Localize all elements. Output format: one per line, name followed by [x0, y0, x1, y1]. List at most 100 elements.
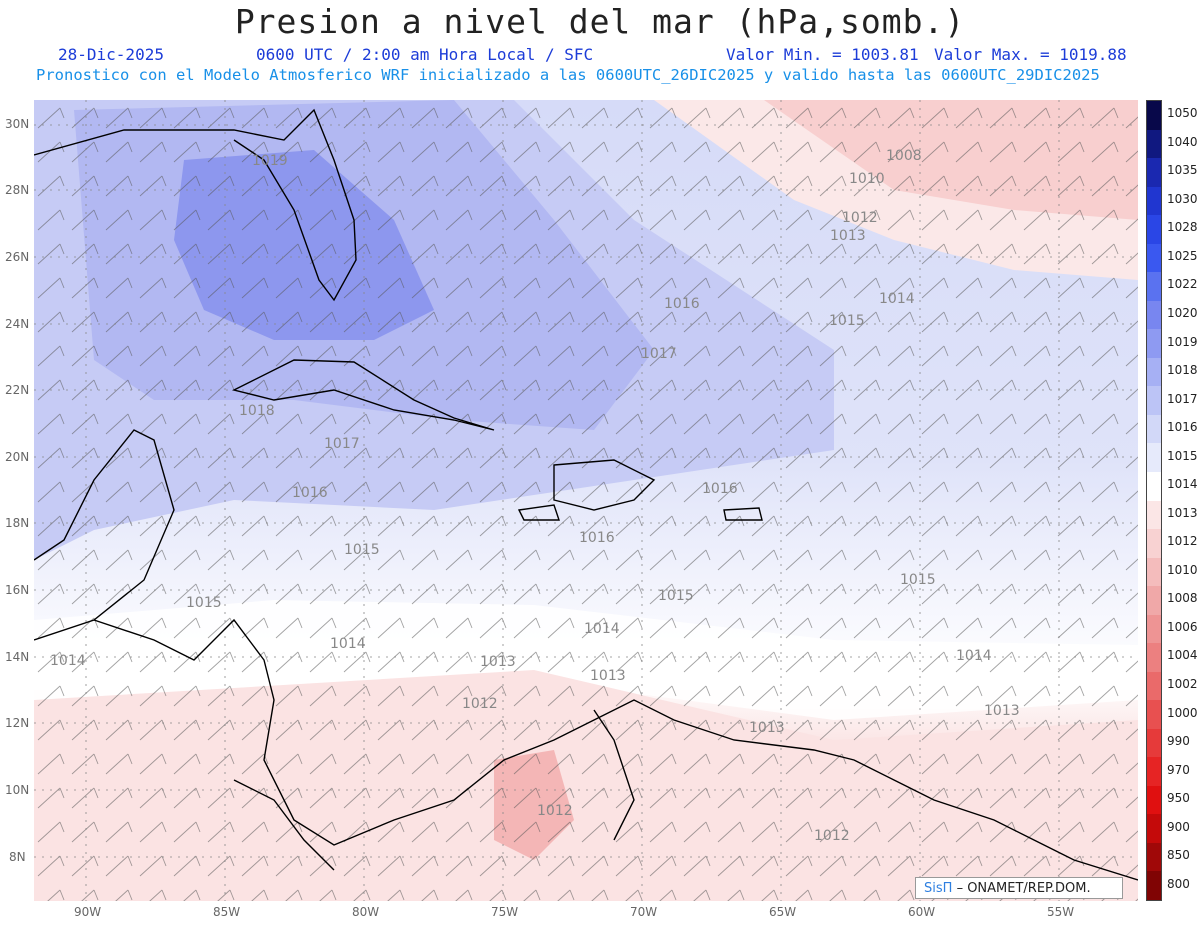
contour-label: 1016 — [702, 481, 738, 497]
colorbar-label: 1025 — [1167, 248, 1198, 263]
colorbar-segment — [1147, 614, 1161, 644]
contour-label: 1013 — [590, 668, 626, 684]
colorbar-label: 1028 — [1167, 220, 1198, 235]
colorbar-segment — [1147, 500, 1161, 530]
lon-label: 70W — [630, 905, 658, 919]
colorbar-label: 1002 — [1167, 676, 1198, 691]
contour-label: 1014 — [879, 291, 915, 307]
colorbar-label: 1000 — [1167, 705, 1198, 720]
colorbar-segment — [1147, 871, 1161, 901]
map-svg: 1008 1010 1012 1013 1014 1015 1016 1017 … — [34, 100, 1138, 901]
hispaniola-coast — [553, 459, 656, 511]
contour-label: 1015 — [344, 542, 380, 558]
min-value: Valor Min. = 1003.81 — [726, 45, 919, 64]
colorbar-segment — [1147, 700, 1161, 730]
contour-label: 1010 — [849, 171, 885, 187]
lon-label: 80W — [352, 905, 380, 919]
contour-label: 1008 — [886, 148, 922, 164]
colorbar-segment — [1147, 529, 1161, 559]
contour-label: 1015 — [658, 588, 694, 604]
colorbar-label: 1022 — [1167, 277, 1198, 292]
contour-label: 1014 — [50, 653, 86, 669]
contour-label: 1015 — [186, 595, 222, 611]
colorbar-segment — [1147, 586, 1161, 616]
colorbar-segment — [1147, 643, 1161, 673]
colorbar-segment — [1147, 101, 1161, 131]
colorbar-label: 1006 — [1167, 619, 1198, 634]
lat-label: 12N — [5, 716, 30, 730]
contour-label: 1013 — [830, 228, 866, 244]
coastlines — [34, 108, 1138, 881]
contour-label: 1012 — [814, 828, 850, 844]
lat-label: 22N — [5, 383, 30, 397]
lat-label: 10N — [5, 783, 30, 797]
colorbar-label: 990 — [1167, 734, 1190, 749]
colorbar-label: 1018 — [1167, 363, 1198, 378]
colorbar-segment — [1147, 443, 1161, 473]
contour-label: 1014 — [584, 621, 620, 637]
colorbar-segment — [1147, 186, 1161, 216]
lon-label: 60W — [908, 905, 936, 919]
contour-label: 1017 — [641, 346, 677, 362]
colorbar-segment — [1147, 471, 1161, 501]
contour-label: 1014 — [956, 648, 992, 664]
colorbar-label: 1040 — [1167, 134, 1198, 149]
lat-label: 26N — [5, 250, 30, 264]
credit-box: SisΠ – ONAMET/REP.DOM. — [915, 877, 1123, 899]
chart-title: Presion a nivel del mar (hPa,somb.) — [234, 2, 966, 41]
colorbar-label: 1012 — [1167, 534, 1198, 549]
lon-label: 90W — [74, 905, 102, 919]
contour-label: 1013 — [984, 703, 1020, 719]
contour-label: 1016 — [579, 530, 615, 546]
colorbar-segment — [1147, 215, 1161, 245]
colorbar-segment — [1147, 329, 1161, 359]
colorbar-segment — [1147, 728, 1161, 758]
contour-label: 1012 — [537, 803, 573, 819]
colorbar-segment — [1147, 842, 1161, 872]
cuba-coast — [231, 359, 495, 431]
contour-label: 1017 — [324, 436, 360, 452]
colorbar-segment — [1147, 785, 1161, 815]
lat-label: 30N — [5, 117, 30, 131]
colorbar-label: 1015 — [1167, 448, 1198, 463]
colorbar-label: 1004 — [1167, 648, 1198, 663]
colorbar-segment — [1147, 757, 1161, 787]
colorbar-label: 1016 — [1167, 420, 1198, 435]
contour-label: 1012 — [462, 696, 498, 712]
lat-label: 28N — [5, 183, 30, 197]
contour-label: 1019 — [252, 153, 288, 169]
colorbar-label: 1030 — [1167, 191, 1198, 206]
lat-label: 8N — [9, 850, 26, 864]
florida-gulf-coast — [34, 108, 357, 302]
jamaica-coast — [517, 504, 560, 521]
lon-label: 65W — [769, 905, 797, 919]
colorbar-segment — [1147, 158, 1161, 188]
colorbar-label: 1017 — [1167, 391, 1198, 406]
lon-label: 85W — [213, 905, 241, 919]
time-info: 0600 UTC / 2:00 am Hora Local / SFC — [256, 45, 594, 64]
contour-label: 1015 — [900, 572, 936, 588]
contour-label: 1015 — [829, 313, 865, 329]
costa-rica-coast — [233, 779, 335, 871]
credit-org: – ONAMET/REP.DOM. — [956, 881, 1091, 896]
contour-label: 1016 — [292, 485, 328, 501]
colorbar-segment — [1147, 357, 1161, 387]
lat-label: 18N — [5, 516, 30, 530]
colorbar-segment — [1147, 272, 1161, 302]
colorbar-label: 1008 — [1167, 591, 1198, 606]
puerto-rico-coast — [723, 507, 763, 521]
lon-label: 55W — [1047, 905, 1075, 919]
colorbar-label: 1013 — [1167, 505, 1198, 520]
colorbar-label: 1010 — [1167, 562, 1198, 577]
lat-label: 14N — [5, 650, 30, 664]
wind-barbs — [34, 100, 1138, 901]
lat-label: 16N — [5, 583, 30, 597]
colorbar-segment — [1147, 386, 1161, 416]
colorbar-segment — [1147, 243, 1161, 273]
colorbar-label: 1014 — [1167, 477, 1198, 492]
central-south-america-coast — [93, 618, 1138, 881]
colorbar-label: 1019 — [1167, 334, 1198, 349]
colorbar-label: 1020 — [1167, 306, 1198, 321]
forecast-date: 28-Dic-2025 — [58, 45, 164, 64]
colorbar-label: 1050 — [1167, 106, 1198, 121]
